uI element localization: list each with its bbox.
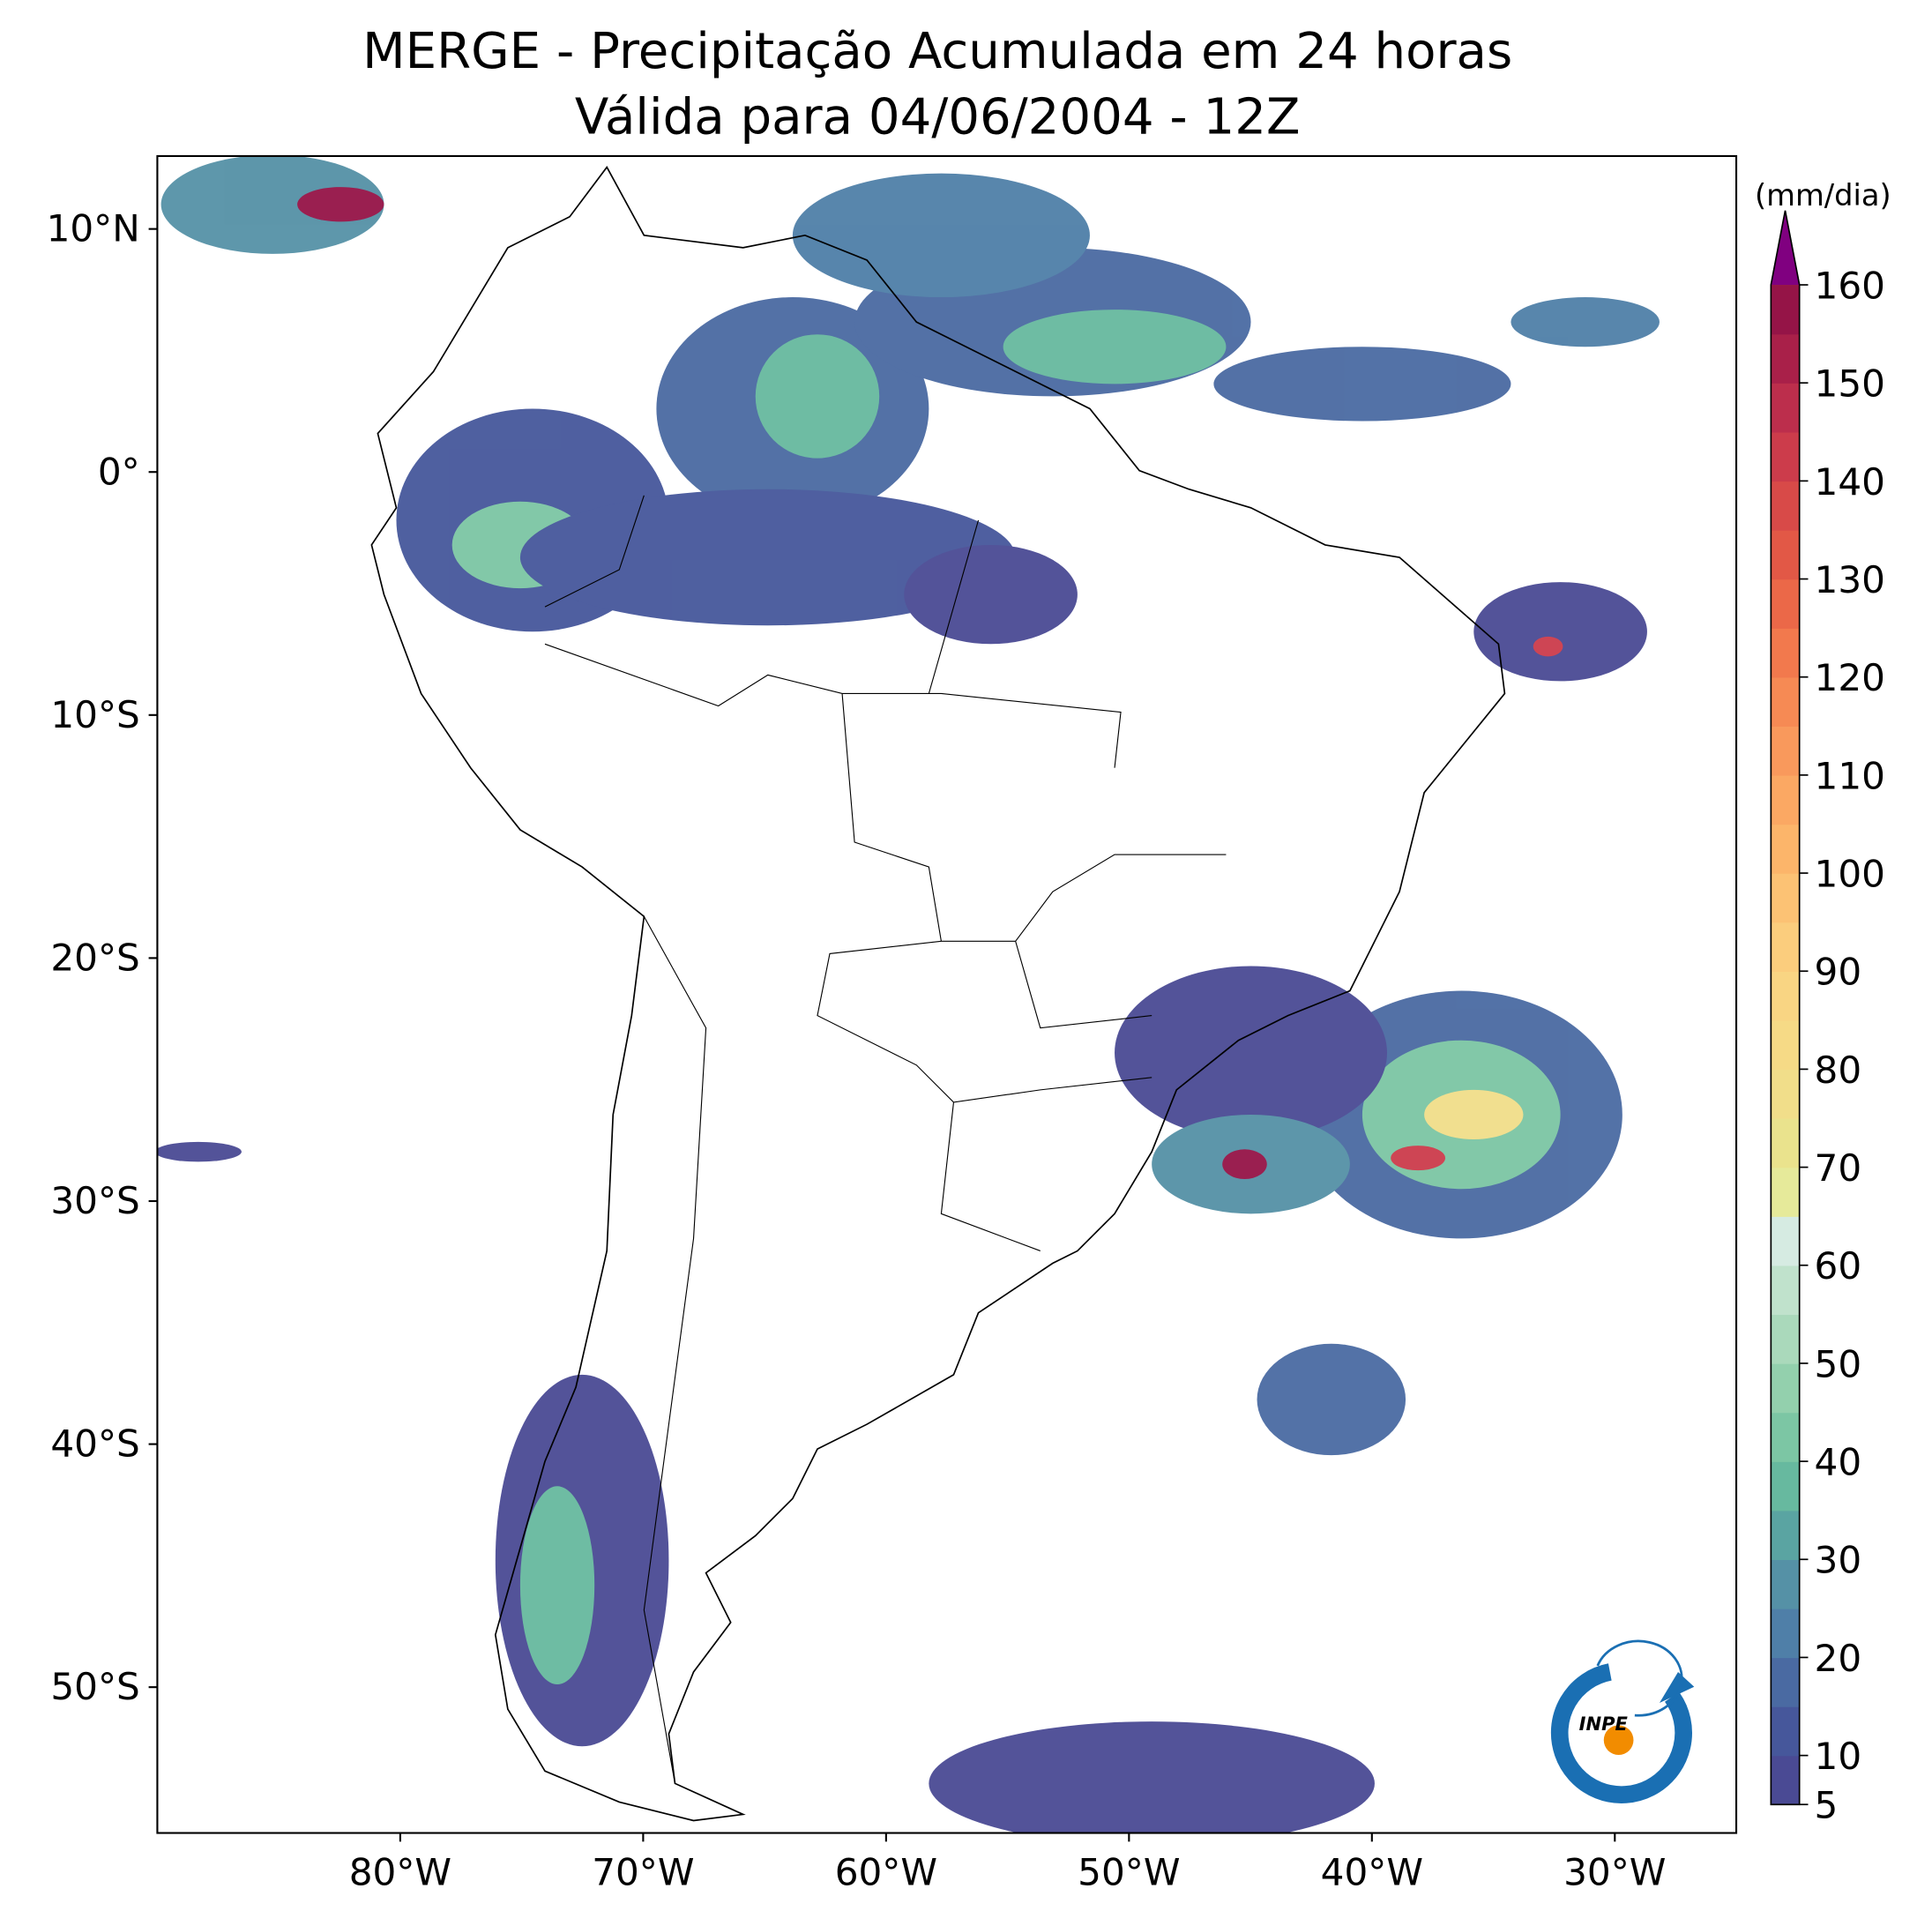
colorbar-band [1771,1412,1800,1462]
colorbar-band [1771,1461,1800,1512]
colorbar-tick-label: 90 [1815,951,1862,994]
lat-tick-label: 10°S [50,693,139,736]
colorbar-band [1771,1706,1800,1757]
colorbar-tick-label: 50 [1815,1342,1862,1385]
colorbar-band [1771,333,1800,384]
colorbar-band [1771,628,1800,678]
colorbar-band [1771,1559,1800,1609]
colorbar-tick-label: 150 [1815,362,1885,406]
colorbar-band [1771,873,1800,923]
map-area [157,155,1660,1833]
borders [544,495,1227,1784]
colorbar-band [1771,1069,1800,1119]
colorbar-band [1771,1608,1800,1659]
colorbar-band [1771,1117,1800,1168]
colorbar-band [1771,1019,1800,1071]
lon-tick-label: 30°W [1563,1851,1666,1894]
lon-tick-label: 50°W [1078,1851,1180,1894]
colorbar-band [1771,431,1800,482]
inpe-logo: INPE [1550,1639,1695,1803]
colorbar-tick-label: 10 [1815,1735,1862,1778]
colorbar-tick-label: 20 [1815,1637,1862,1680]
logo-text: INPE [1579,1713,1629,1735]
colorbar-band [1771,285,1800,335]
colorbar-tick-label: 60 [1815,1244,1862,1288]
map-title: MERGE - Precipitação Acumulada em 24 hor… [362,23,1512,80]
colorbar-tick-label: 100 [1815,853,1885,896]
colorbar-tick-label: 110 [1815,754,1885,797]
map-subtitle: Válida para 04/06/2004 - 12Z [575,89,1301,146]
colorbar-band [1771,1314,1800,1364]
colorbar-tick-label: 140 [1815,460,1885,504]
colorbar-band [1771,971,1800,1021]
colorbar-band [1771,1362,1800,1414]
colorbar-band [1771,383,1800,433]
lat-tick-label: 10°N [47,207,140,250]
lat-tick-label: 30°S [50,1179,139,1222]
colorbar-band [1771,774,1800,825]
colorbar-tick-label: 160 [1815,264,1885,307]
lon-tick-label: 70°W [592,1851,694,1894]
colorbar-tick-label: 40 [1815,1441,1862,1484]
colorbar-band [1771,1216,1800,1266]
colorbar-tick-label: 70 [1815,1146,1862,1190]
colorbar-tick-label: 5 [1815,1784,1839,1827]
colorbar-band [1771,481,1800,531]
coastline [370,166,1506,1822]
lat-tick-label: 50°S [50,1665,139,1708]
lon-tick-label: 40°W [1321,1851,1423,1894]
map-frame [156,154,1738,1834]
colorbar-extend [1771,210,1800,286]
colorbar-band [1771,529,1800,580]
colorbar-tick-label: 80 [1815,1049,1862,1092]
colorbar-band [1771,579,1800,629]
colorbar-tick-label: 130 [1815,558,1885,601]
precipitation [157,155,1660,1833]
colorbar-band [1771,922,1800,972]
colorbar-tick-label: 120 [1815,656,1885,699]
lat-tick-label: 40°S [50,1422,139,1466]
colorbar-tick-label: 30 [1815,1539,1862,1582]
colorbar-band [1771,824,1800,874]
colorbar-band [1771,726,1800,776]
lat-tick-label: 0° [98,450,140,493]
colorbar-band [1771,1657,1800,1707]
colorbar-band [1771,1167,1800,1217]
colorbar-band [1771,1510,1800,1560]
lon-tick-label: 80°W [349,1851,451,1894]
colorbar-frame [1770,210,1801,1806]
colorbar-band [1771,1265,1800,1316]
lon-tick-label: 60°W [835,1851,937,1894]
colorbar-band [1771,1755,1800,1805]
colorbar-band [1771,676,1800,728]
lat-tick-label: 20°S [50,936,139,979]
colorbar-label: (mm/dia) [1755,178,1891,213]
